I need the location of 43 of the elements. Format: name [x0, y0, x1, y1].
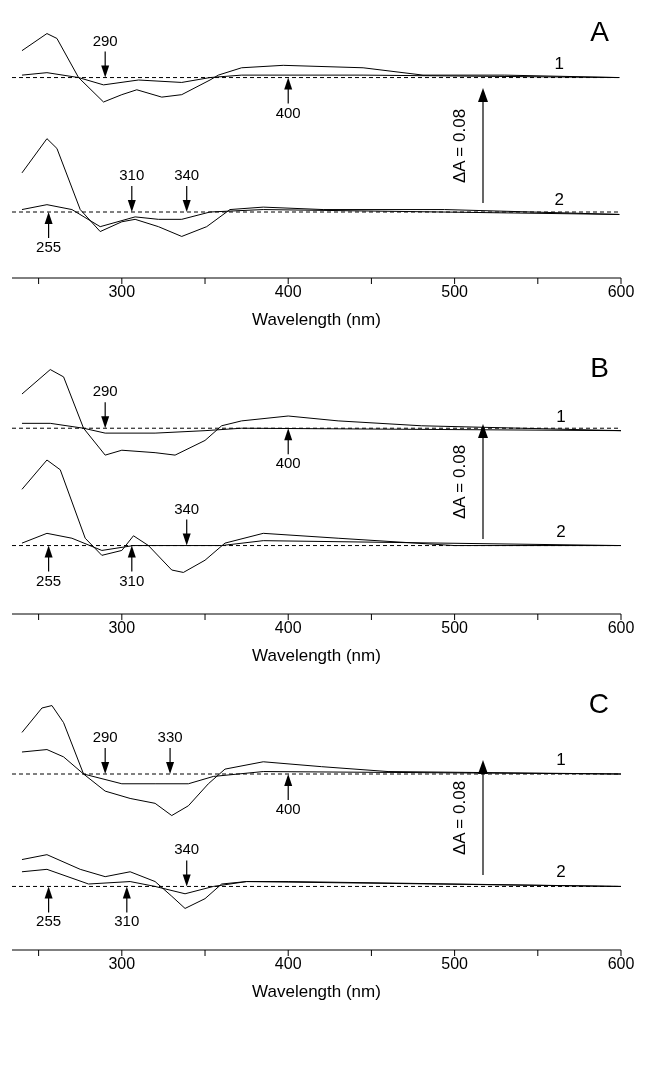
chart-title: B — [590, 352, 609, 384]
series-label: 2 — [554, 190, 565, 210]
annotation: 400 — [275, 799, 301, 817]
annotation: 290 — [92, 727, 118, 745]
x-tick-label: 500 — [441, 283, 469, 301]
x-tick-label: 500 — [441, 619, 469, 637]
x-tick-label: 600 — [607, 955, 635, 973]
annotation: 255 — [36, 912, 62, 930]
annotation: 290 — [92, 31, 118, 49]
x-tick-label: 300 — [108, 283, 136, 301]
annotation: 255 — [36, 571, 62, 589]
x-tick-label: 600 — [607, 283, 635, 301]
series-label: 2 — [556, 521, 566, 541]
x-axis-title: Wavelength (nm) — [251, 646, 382, 666]
x-tick-label: 300 — [108, 619, 136, 637]
annotation: 340 — [174, 840, 200, 858]
x-tick-label: 400 — [274, 955, 302, 973]
annotation: 255 — [36, 237, 62, 255]
annotation: ΔA = 0.08 — [450, 780, 470, 855]
series-label: 1 — [556, 406, 566, 426]
x-tick-label: 500 — [441, 955, 469, 973]
x-tick-label: 400 — [274, 619, 302, 637]
annotation: 310 — [114, 912, 140, 930]
x-tick-label: 300 — [108, 955, 136, 973]
annotation: 310 — [119, 165, 145, 183]
annotation: 290 — [92, 382, 118, 400]
annotation: 340 — [174, 499, 200, 517]
series-label: 1 — [554, 53, 565, 73]
x-tick-label: 600 — [607, 619, 635, 637]
annotation: 400 — [275, 454, 301, 472]
chart-title: C — [588, 688, 609, 720]
annotation: ΔA = 0.08 — [450, 108, 470, 183]
annotation: 330 — [157, 727, 183, 745]
x-tick-label: 400 — [274, 283, 302, 301]
annotation: 340 — [174, 165, 200, 183]
x-axis-title: Wavelength (nm) — [251, 310, 382, 330]
chart-title: A — [590, 16, 609, 48]
annotation: ΔA = 0.08 — [450, 444, 470, 519]
x-axis-title: Wavelength (nm) — [251, 982, 382, 1002]
annotation: 310 — [119, 571, 145, 589]
series-label: 1 — [556, 750, 566, 769]
series-label: 2 — [556, 862, 566, 882]
annotation: 400 — [275, 103, 301, 121]
